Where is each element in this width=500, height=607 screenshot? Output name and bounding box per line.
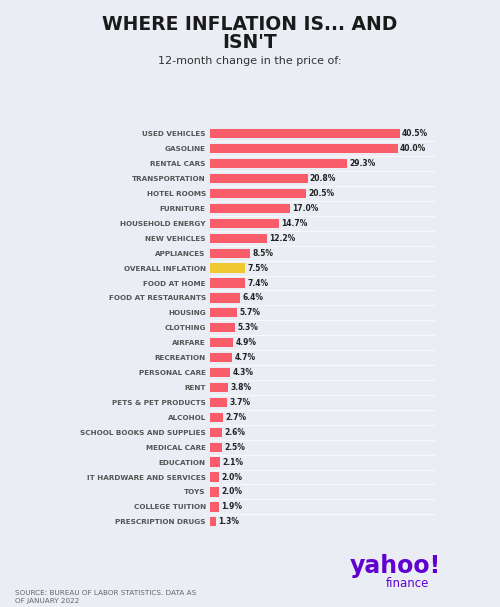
Bar — [210, 458, 220, 467]
Bar — [210, 427, 222, 437]
Bar — [210, 204, 290, 213]
Text: ISN'T: ISN'T — [222, 33, 278, 52]
Bar — [210, 293, 240, 302]
Text: 12-month change in the price of:: 12-month change in the price of: — [158, 56, 342, 66]
Bar — [210, 144, 398, 154]
Text: 14.7%: 14.7% — [281, 219, 307, 228]
Text: 1.9%: 1.9% — [221, 503, 242, 511]
Text: 40.5%: 40.5% — [402, 129, 428, 138]
Text: 12.2%: 12.2% — [270, 234, 296, 243]
Bar — [210, 308, 236, 317]
Text: yahoo!: yahoo! — [350, 554, 442, 578]
Text: 6.4%: 6.4% — [242, 293, 264, 302]
Text: 20.8%: 20.8% — [310, 174, 336, 183]
Text: 5.3%: 5.3% — [237, 324, 258, 332]
Text: 2.7%: 2.7% — [225, 413, 246, 422]
Text: 3.8%: 3.8% — [230, 383, 252, 392]
Text: 17.0%: 17.0% — [292, 204, 318, 213]
Bar — [210, 234, 267, 243]
Text: 4.9%: 4.9% — [236, 338, 256, 347]
Text: 5.7%: 5.7% — [239, 308, 260, 317]
Bar — [210, 279, 244, 288]
Text: WHERE INFLATION IS... AND: WHERE INFLATION IS... AND — [102, 15, 398, 34]
Bar — [210, 189, 306, 198]
Bar — [210, 159, 348, 168]
Text: 3.7%: 3.7% — [230, 398, 251, 407]
Text: 1.3%: 1.3% — [218, 517, 240, 526]
Text: 2.1%: 2.1% — [222, 458, 243, 467]
Bar — [210, 472, 220, 482]
Text: 2.0%: 2.0% — [222, 487, 242, 497]
Text: 4.3%: 4.3% — [232, 368, 254, 377]
Text: 40.0%: 40.0% — [400, 144, 426, 153]
Text: 7.5%: 7.5% — [248, 263, 268, 273]
Text: 4.7%: 4.7% — [234, 353, 256, 362]
Bar — [210, 219, 279, 228]
Bar — [210, 353, 232, 362]
Bar — [210, 368, 230, 377]
Text: 2.5%: 2.5% — [224, 443, 245, 452]
Bar — [210, 398, 228, 407]
Bar — [210, 487, 220, 497]
Text: 2.6%: 2.6% — [224, 428, 246, 437]
Bar — [210, 502, 219, 512]
Bar — [210, 413, 222, 422]
Bar — [210, 338, 233, 347]
Text: 2.0%: 2.0% — [222, 472, 242, 481]
Bar — [210, 383, 228, 392]
Bar — [210, 174, 308, 183]
Bar — [210, 323, 235, 333]
Bar — [210, 129, 400, 138]
Text: finance: finance — [386, 577, 429, 591]
Text: 7.4%: 7.4% — [247, 279, 268, 288]
Bar — [210, 443, 222, 452]
Text: 8.5%: 8.5% — [252, 249, 273, 257]
Text: 29.3%: 29.3% — [350, 159, 376, 168]
Text: 20.5%: 20.5% — [308, 189, 334, 198]
Bar — [210, 517, 216, 526]
Bar — [210, 263, 245, 273]
Bar — [210, 248, 250, 258]
Text: SOURCE: BUREAU OF LABOR STATISTICS. DATA AS
OF JANUARY 2022: SOURCE: BUREAU OF LABOR STATISTICS. DATA… — [15, 590, 196, 604]
